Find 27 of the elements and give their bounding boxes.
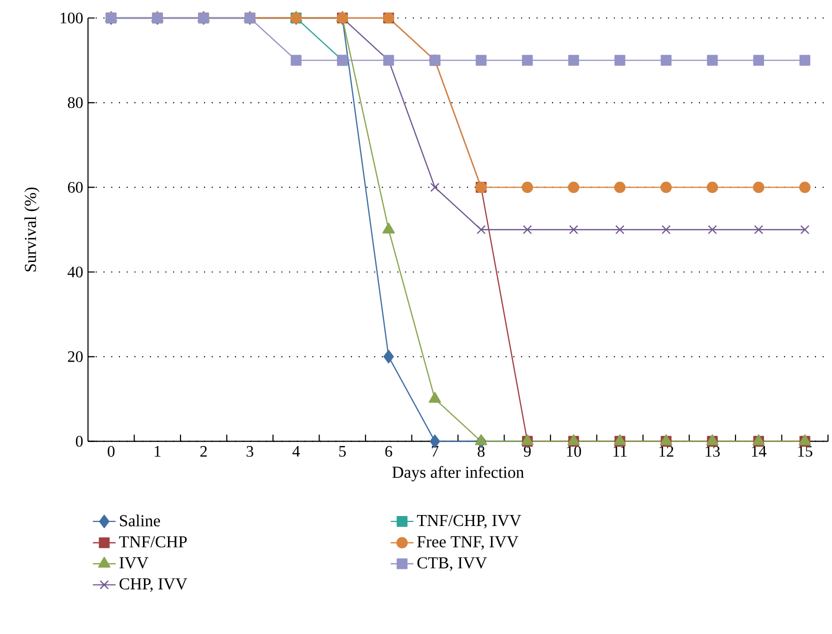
y-tick-label: 100 xyxy=(60,12,83,24)
y-tick-label: 0 xyxy=(76,436,83,447)
x-tick-label: 6 xyxy=(385,446,392,457)
y-tick-label: 80 xyxy=(68,97,83,108)
legend-label: TNF/CHP xyxy=(119,536,187,548)
y-axis-title: Survival (%) xyxy=(24,188,40,272)
x-tick-label: 3 xyxy=(246,446,254,457)
x-tick-label: 10 xyxy=(567,446,582,457)
legend-label: IVV xyxy=(120,557,148,568)
x-tick-label: 13 xyxy=(706,446,720,457)
x-tick-label: 11 xyxy=(614,446,627,457)
y-tick-label: 60 xyxy=(68,182,83,193)
x-tick-label: 2 xyxy=(200,446,207,457)
x-tick-label: 12 xyxy=(660,446,674,457)
legend-label: CTB, IVV xyxy=(417,557,487,571)
legend-label: TNF/CHP, IVV xyxy=(417,514,522,529)
x-axis-title: Days after infection xyxy=(392,466,524,482)
y-tick-label: 40 xyxy=(68,266,83,278)
x-tick-label: 4 xyxy=(292,446,300,457)
x-tick-label: 0 xyxy=(108,446,115,457)
y-tick-label: 20 xyxy=(68,351,83,362)
x-tick-label: 14 xyxy=(752,446,766,457)
x-tick-label: 1 xyxy=(154,446,160,457)
legend-label: Saline xyxy=(120,514,160,526)
x-tick-label: 5 xyxy=(339,446,346,457)
legend-label: Free TNF, IVV xyxy=(417,536,518,550)
legend-label: CHP, IVV xyxy=(120,578,188,592)
